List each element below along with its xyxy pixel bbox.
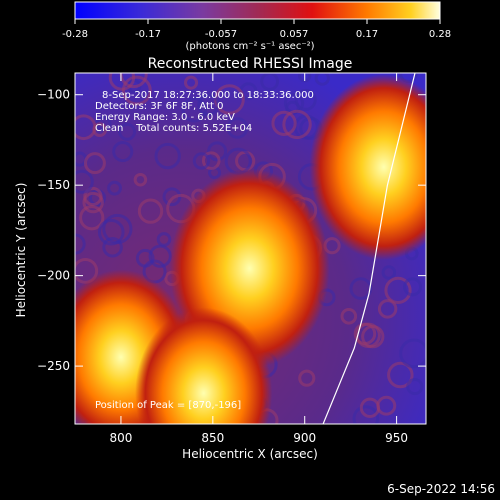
y-axis: −250 −200 −150 −100 [37,88,426,373]
colorbar [74,1,441,20]
footer-date: 6-Sep-2022 14:56 [387,482,495,496]
heatmap-image [75,73,426,424]
x-tick-label: 800 [109,431,132,445]
solar-limb-line [322,73,416,424]
annotation-time: 8-Sep-2017 18:27:36.000 to 18:33:36.000 [102,90,314,101]
y-axis-label: Heliocentric Y (arcsec) [14,183,28,318]
x-tick-label: 900 [293,431,316,445]
y-tick-label: −100 [37,88,70,102]
colorbar-tick-label: 0.057 [280,29,309,40]
plot-frame [74,72,427,425]
annotation-peak: Position of Peak = [870,-196] [95,400,241,411]
colorbar-ticks: -0.28 -0.17 -0.057 0.057 0.17 0.28 [62,19,451,40]
chart-title: Reconstructed RHESSI Image [148,56,353,72]
y-tick-label: −200 [37,269,70,283]
y-tick-label: −250 [37,359,70,373]
colorbar-tick-label: -0.28 [62,29,88,40]
x-tick-label: 950 [385,431,408,445]
colorbar-tick-label: 0.28 [429,29,451,40]
y-tick-label: −150 [37,178,70,192]
colorbar-label: (photons cm⁻² s⁻¹ asec⁻²) [185,41,314,52]
annotation-clean: Clean Total counts: 5.52E+04 [95,123,252,134]
colorbar-tick-label: 0.17 [356,29,378,40]
annotation-detectors: Detectors: 3F 6F 8F, Att 0 [95,101,223,112]
colorbar-tick-label: -0.17 [135,29,161,40]
colorbar-tick-label: -0.057 [205,29,237,40]
x-axis: 800 850 900 950 [109,73,408,445]
x-axis-label: Heliocentric X (arcsec) [182,447,318,461]
emission-source [309,74,426,260]
annotation-energy: Energy Range: 3.0 - 6.0 keV [95,112,235,123]
emission-source [135,307,273,424]
x-tick-label: 850 [201,431,224,445]
